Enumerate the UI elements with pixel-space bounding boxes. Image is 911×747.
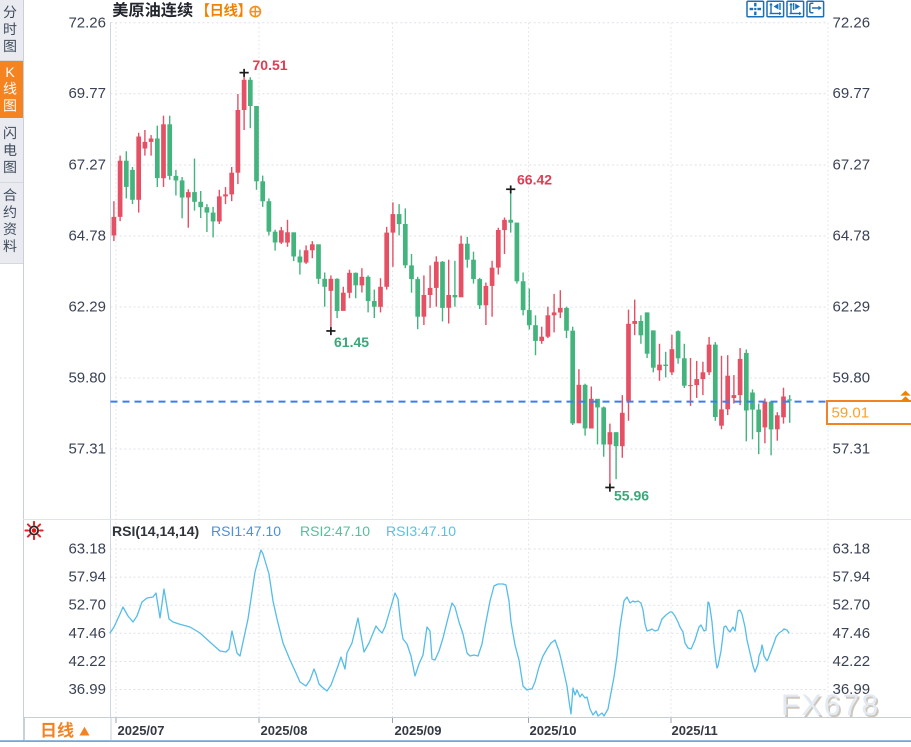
svg-text:57.94: 57.94: [68, 569, 106, 586]
svg-text:57.94: 57.94: [833, 569, 871, 586]
svg-text:36.99: 36.99: [68, 681, 106, 698]
svg-text:63.18: 63.18: [833, 541, 871, 558]
svg-text:RSI3:47.10: RSI3:47.10: [386, 523, 456, 539]
svg-text:57.31: 57.31: [68, 441, 106, 458]
svg-text:2025/10: 2025/10: [530, 723, 577, 738]
svg-text:RSI1:47.10: RSI1:47.10: [211, 523, 281, 539]
svg-text:59.80: 59.80: [68, 370, 106, 387]
svg-text:2025/09: 2025/09: [395, 723, 442, 738]
svg-text:36.99: 36.99: [833, 681, 871, 698]
svg-text:55.96: 55.96: [614, 488, 649, 504]
svg-text:64.78: 64.78: [833, 228, 871, 245]
svg-text:2025/08: 2025/08: [261, 723, 308, 738]
svg-text:47.46: 47.46: [68, 625, 106, 642]
svg-text:72.26: 72.26: [68, 14, 106, 31]
svg-text:RSI(14,14,14): RSI(14,14,14): [112, 523, 199, 539]
svg-text:FX678: FX678: [783, 691, 882, 724]
svg-text:52.70: 52.70: [68, 597, 106, 614]
svg-text:42.22: 42.22: [833, 653, 871, 670]
svg-text:RSI2:47.10: RSI2:47.10: [300, 523, 370, 539]
svg-text:K: K: [5, 64, 15, 80]
svg-text:59.01: 59.01: [832, 405, 870, 422]
svg-text:62.29: 62.29: [833, 299, 871, 316]
svg-text:62.29: 62.29: [68, 299, 106, 316]
svg-text:47.46: 47.46: [833, 625, 871, 642]
svg-text:2025/11: 2025/11: [672, 723, 718, 738]
svg-text:57.31: 57.31: [833, 441, 871, 458]
svg-text:2025/07: 2025/07: [118, 723, 165, 738]
svg-text:67.27: 67.27: [68, 157, 106, 174]
svg-text:42.22: 42.22: [68, 653, 106, 670]
svg-text:63.18: 63.18: [68, 541, 106, 558]
svg-text:64.78: 64.78: [68, 228, 106, 245]
svg-text:52.70: 52.70: [833, 597, 871, 614]
svg-text:59.80: 59.80: [833, 370, 871, 387]
svg-text:FX678: FX678: [781, 689, 880, 722]
svg-text:70.51: 70.51: [253, 57, 288, 73]
svg-text:69.77: 69.77: [68, 85, 106, 102]
svg-text:67.27: 67.27: [833, 157, 871, 174]
svg-text:61.45: 61.45: [334, 334, 369, 350]
svg-text:69.77: 69.77: [833, 85, 871, 102]
svg-text:66.42: 66.42: [517, 172, 552, 188]
svg-text:72.26: 72.26: [833, 14, 871, 31]
